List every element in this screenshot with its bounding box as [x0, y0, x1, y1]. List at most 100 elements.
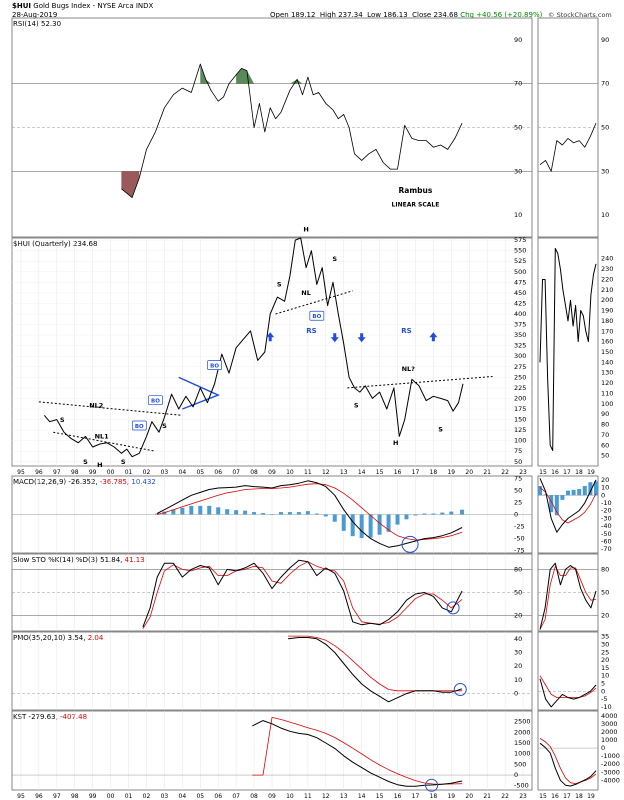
bottom-side-year-tick-label: 19 [587, 793, 595, 800]
macd-histogram-bar [243, 510, 248, 515]
rsi-tick-label: 90 [514, 36, 522, 44]
pmo-side-line [539, 678, 597, 708]
macd-signal-line [157, 483, 463, 541]
sto-side-k-line [539, 562, 597, 630]
year-tick-label: 07 [232, 469, 240, 476]
bo-callout-box [207, 360, 222, 370]
macd-histogram-bar [252, 512, 257, 515]
price-tick-label: 50 [514, 458, 522, 466]
kst-tick-label: 2500 [514, 718, 531, 726]
price-side-tick-label: 80 [601, 421, 609, 429]
rsi-tick-label: 50 [514, 124, 522, 132]
bo-callout-box [148, 395, 163, 406]
price-side-tick-label: 130 [601, 369, 613, 377]
side-panel-frame-2 [537, 475, 599, 554]
macd-histogram-bar [404, 514, 409, 520]
rsi-title: RSI(14) 52.30 [13, 20, 61, 28]
chart-header-left: $HUI Gold Bugs Index - NYSE Arca INDX [12, 2, 153, 10]
price-tick-label: 400 [514, 310, 526, 318]
pattern-label-nl: NL? [402, 365, 416, 373]
pattern-label-s: S [354, 402, 359, 410]
pmo-side-tick-label: 15 [601, 664, 609, 672]
price-tick-label: 500 [514, 268, 526, 276]
macd-histogram-bar [323, 514, 328, 517]
bottom-year-tick-label: 14 [358, 793, 366, 800]
macd-histogram-bar [368, 514, 373, 538]
macd-histogram-bar [180, 507, 185, 515]
macd-histogram-bar [305, 511, 310, 515]
year-tick-label: 05 [196, 469, 204, 476]
sto-value: 51.84, [100, 556, 123, 564]
bottom-side-year-tick-label: 16 [551, 793, 559, 800]
side-year-tick-label: 19 [587, 469, 595, 476]
price-side-tick-label: 120 [601, 379, 613, 387]
blue-down-arrow-icon [357, 333, 366, 343]
macd-side-histogram-bar [582, 486, 587, 496]
bottom-year-tick-label: 96 [35, 793, 43, 800]
sto-title: Slow STO %K(14) %D(3) 51.84, 41.13 [13, 556, 145, 564]
bo-callout-box [131, 420, 147, 431]
kst-label: KST [13, 713, 27, 721]
blue-down-arrow-icon [330, 333, 339, 343]
macd-histogram-bar [460, 509, 465, 515]
year-tick-label: 12 [322, 469, 330, 476]
price-side-tick-label: 180 [601, 317, 613, 325]
macd-side-tick-label: -50 [601, 530, 612, 538]
bottom-year-tick-label: 07 [232, 793, 240, 800]
year-tick-label: 09 [268, 469, 276, 476]
rsi-overbought-fill [289, 79, 303, 84]
sto-k-line [142, 559, 463, 628]
stockcharts-logo: © StockCharts.com [548, 11, 612, 19]
rsi-tick-label: 30 [514, 167, 522, 175]
side-year-tick-label: 16 [551, 469, 559, 476]
pmo-side-signal-line [539, 675, 597, 698]
price-side-tick-label: 190 [601, 307, 613, 315]
change-value: Chg +40.56 (+20.89%) [460, 11, 543, 19]
pmo-tick-label: 30 [514, 649, 522, 657]
price-side-tick-label: 150 [601, 348, 613, 356]
rs-label: RS [401, 327, 411, 335]
high-label: High [319, 11, 336, 19]
year-tick-label: 06 [214, 469, 222, 476]
open-value: 189.12 [290, 11, 316, 19]
year-tick-label: 14 [358, 469, 366, 476]
bottom-year-tick-label: 01 [125, 793, 133, 800]
blue-up-arrow-icon [429, 332, 438, 342]
rambus-label: Rambus [399, 186, 433, 195]
bottom-year-tick-label: 19 [447, 793, 455, 800]
macd-side-tick-label: -70 [601, 545, 612, 553]
pmo-signal-value: 2.04 [87, 634, 104, 642]
year-tick-label: 10 [286, 469, 294, 476]
bottom-side-year-tick-label: 17 [563, 793, 571, 800]
bottom-year-tick-label: 02 [143, 793, 151, 800]
macd-hist-value: 10.432 [131, 478, 156, 486]
year-tick-label: 01 [125, 469, 133, 476]
macd-side-tick-label: 10 [601, 484, 609, 492]
bottom-year-tick-label: 17 [412, 793, 420, 800]
low-value: 186.13 [383, 11, 408, 19]
hui-price-line [43, 237, 464, 458]
bottom-year-tick-label: 21 [483, 793, 491, 800]
bottom-year-tick-label: 11 [304, 793, 312, 800]
price-tick-label: 375 [514, 321, 526, 329]
kst-side-tick-label: 3000 [601, 720, 618, 728]
kst-tick-label: -500 [514, 782, 529, 790]
macd-histogram-bar [449, 511, 454, 515]
year-tick-label: 04 [179, 469, 187, 476]
sto-side-d-line [539, 565, 597, 630]
bottom-year-tick-label: 98 [71, 793, 79, 800]
macd-tick-label: -25 [514, 523, 525, 531]
year-tick-label: 23 [519, 469, 527, 476]
neckline-nl-question [347, 375, 493, 389]
macd-side-tick-label: 0 [601, 491, 605, 499]
kst-signal-value: -407.48 [60, 713, 88, 721]
pattern-label-s: S [162, 422, 167, 430]
pmo-side-tick-label: 10 [601, 672, 609, 680]
kst-side-tick-label: -4000 [601, 776, 620, 784]
macd-side-histogram-bar [554, 495, 559, 516]
ohlc-readout: Open 189.12 High 237.34 Low 186.13 Close… [270, 11, 542, 19]
pmo-side-tick-label: 0 [601, 687, 605, 695]
pmo-tick-label: 0 [514, 690, 518, 698]
price-tick-label: 325 [514, 342, 526, 350]
